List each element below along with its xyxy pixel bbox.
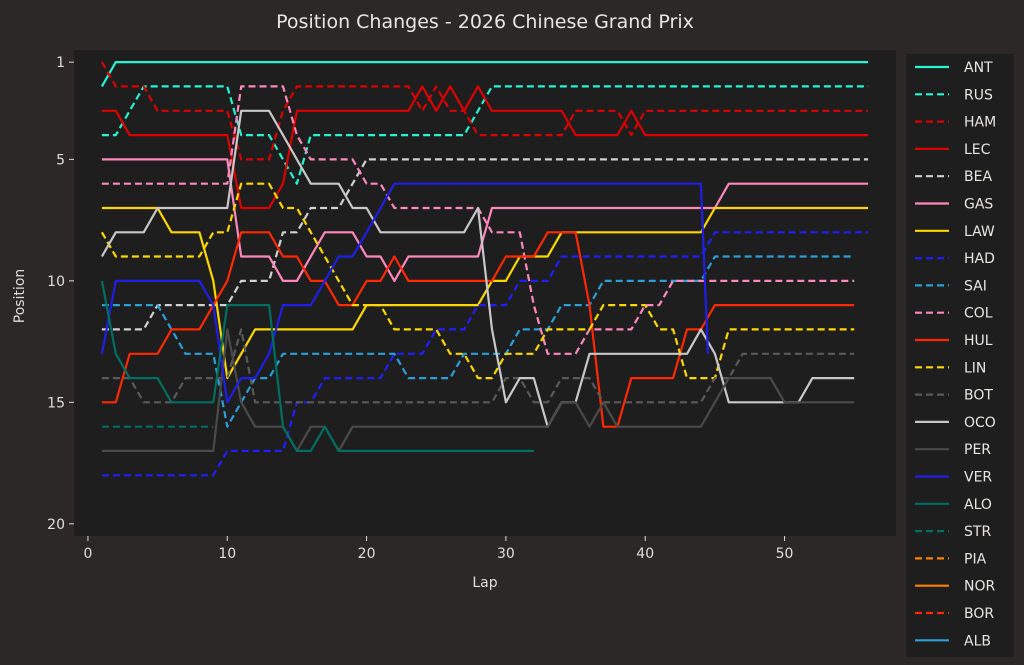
y-tick-label: 15: [47, 395, 65, 411]
legend-label-bea: BEA: [964, 169, 992, 185]
series-line-had: [101, 231, 869, 477]
legend-label-hul: HUL: [964, 333, 993, 349]
series-line-oco: [100, 109, 855, 428]
legend-label-ver: VER: [964, 470, 992, 486]
series-line-per: [101, 328, 855, 452]
y-tick-label: 1: [56, 55, 65, 71]
series-line-sai: [101, 255, 855, 428]
x-tick-label: 30: [497, 546, 515, 562]
y-tick-label: 10: [47, 274, 65, 290]
legend-label-lec: LEC: [964, 142, 991, 158]
legend-label-law: LAW: [964, 224, 995, 240]
x-tick-label: 20: [358, 546, 376, 562]
series-lines: [100, 61, 869, 477]
legend-label-alb: ALB: [964, 633, 991, 649]
x-tick-label: 50: [776, 546, 794, 562]
legend-label-rus: RUS: [964, 87, 993, 103]
legend-label-lin: LIN: [964, 360, 986, 376]
x-tick-label: 0: [83, 546, 92, 562]
series-line-lec: [101, 85, 869, 210]
y-tick-label: 5: [56, 152, 65, 168]
chart-title: Position Changes - 2026 Chinese Grand Pr…: [276, 11, 694, 33]
series-line-ver: [100, 182, 709, 404]
x-tick-label: 10: [218, 546, 236, 562]
legend: ANT RUS HAM LEC BEA GAS LAW HAD SAI COL HUL LIN BOT O…: [915, 60, 996, 649]
series-line-ham: [100, 61, 869, 161]
x-axis-label: Lap: [472, 575, 497, 591]
x-axis-ticks: 0 10 20 30 40 50: [83, 536, 793, 562]
series-line-rus: [101, 85, 869, 185]
y-axis-label: Position: [12, 269, 28, 324]
series-line-lin: [100, 182, 855, 380]
legend-label-bor: BOR: [964, 606, 994, 622]
legend-label-oco: OCO: [964, 415, 996, 431]
legend-label-nor: NOR: [964, 579, 995, 595]
legend-label-pia: PIA: [964, 551, 987, 567]
legend-label-gas: GAS: [964, 197, 993, 213]
legend-label-alo: ALO: [964, 497, 992, 513]
x-tick-label: 40: [636, 546, 654, 562]
series-line-ant: [100, 61, 869, 87]
series-line-hul: [101, 231, 855, 428]
legend-label-col: COL: [964, 306, 993, 322]
legend-box: [906, 54, 1014, 657]
legend-label-sai: SAI: [964, 278, 987, 294]
legend-label-per: PER: [964, 442, 991, 458]
legend-label-ant: ANT: [964, 60, 993, 76]
y-tick-label: 20: [47, 517, 65, 533]
legend-label-had: HAD: [964, 251, 995, 267]
series-line-alo: [100, 280, 534, 452]
legend-label-str: STR: [964, 524, 991, 540]
legend-label-ham: HAM: [964, 115, 996, 131]
legend-label-bot: BOT: [964, 388, 993, 404]
